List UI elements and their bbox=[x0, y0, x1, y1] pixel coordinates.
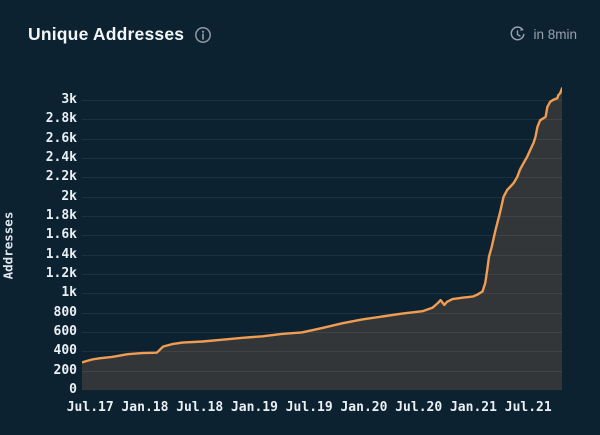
plot-area[interactable] bbox=[80, 85, 564, 391]
y-tick-label: 200 bbox=[53, 362, 77, 378]
series-svg bbox=[80, 87, 564, 391]
x-tick-label: Jan.21 bbox=[449, 400, 497, 415]
y-tick-label: 0 bbox=[69, 382, 77, 397]
y-tick-label: 800 bbox=[53, 304, 77, 320]
refresh-timer[interactable]: in 8min bbox=[509, 26, 577, 43]
y-tick-label: 2.6k bbox=[45, 130, 77, 146]
series-line bbox=[80, 87, 564, 364]
x-tick-label: Jul.19 bbox=[285, 400, 333, 415]
card-header: Unique Addresses in 8min bbox=[28, 24, 577, 45]
y-tick-label: 1.6k bbox=[45, 227, 77, 243]
y-tick-label: 1.4k bbox=[45, 246, 77, 262]
y-tick-label: 1k bbox=[61, 285, 77, 301]
page-title-text: Unique Addresses bbox=[28, 24, 185, 44]
y-tick-label: 2.2k bbox=[45, 169, 77, 185]
x-tick-label: Jul.20 bbox=[395, 400, 443, 415]
y-tick-label: 2.4k bbox=[45, 149, 77, 165]
x-tick-label: Jan.19 bbox=[230, 400, 278, 415]
y-axis-tick-labels: 0 200 400 600 800 1k 1.2k 1.4k 1.6k 1.8k 2k 2.2k 2.4… bbox=[0, 0, 77, 435]
y-tick-label: 600 bbox=[53, 323, 77, 339]
refresh-clock-icon bbox=[509, 26, 526, 43]
y-tick-label: 2.8k bbox=[45, 111, 77, 127]
x-tick-label: Jul.18 bbox=[176, 400, 224, 415]
y-tick-label: 3k bbox=[61, 91, 77, 107]
info-icon[interactable] bbox=[194, 26, 212, 44]
x-tick-label: Jul.21 bbox=[504, 400, 552, 415]
y-tick-label: 2k bbox=[61, 188, 77, 204]
x-axis-tick-labels: Jul.17 Jan.18 Jul.18 Jan.19 Jul.19 Jan.20 Jul.… bbox=[0, 399, 600, 419]
page-title: Unique Addresses bbox=[28, 24, 212, 45]
y-tick-label: 400 bbox=[53, 343, 77, 359]
refresh-timer-label: in 8min bbox=[533, 27, 577, 42]
x-tick-label: Jan.20 bbox=[340, 400, 388, 415]
x-tick-label: Jul.17 bbox=[66, 400, 114, 415]
area-fill bbox=[82, 88, 562, 391]
y-tick-label: 1.2k bbox=[45, 265, 77, 281]
x-tick-label: Jan.18 bbox=[121, 400, 169, 415]
y-tick-label: 1.8k bbox=[45, 207, 77, 223]
